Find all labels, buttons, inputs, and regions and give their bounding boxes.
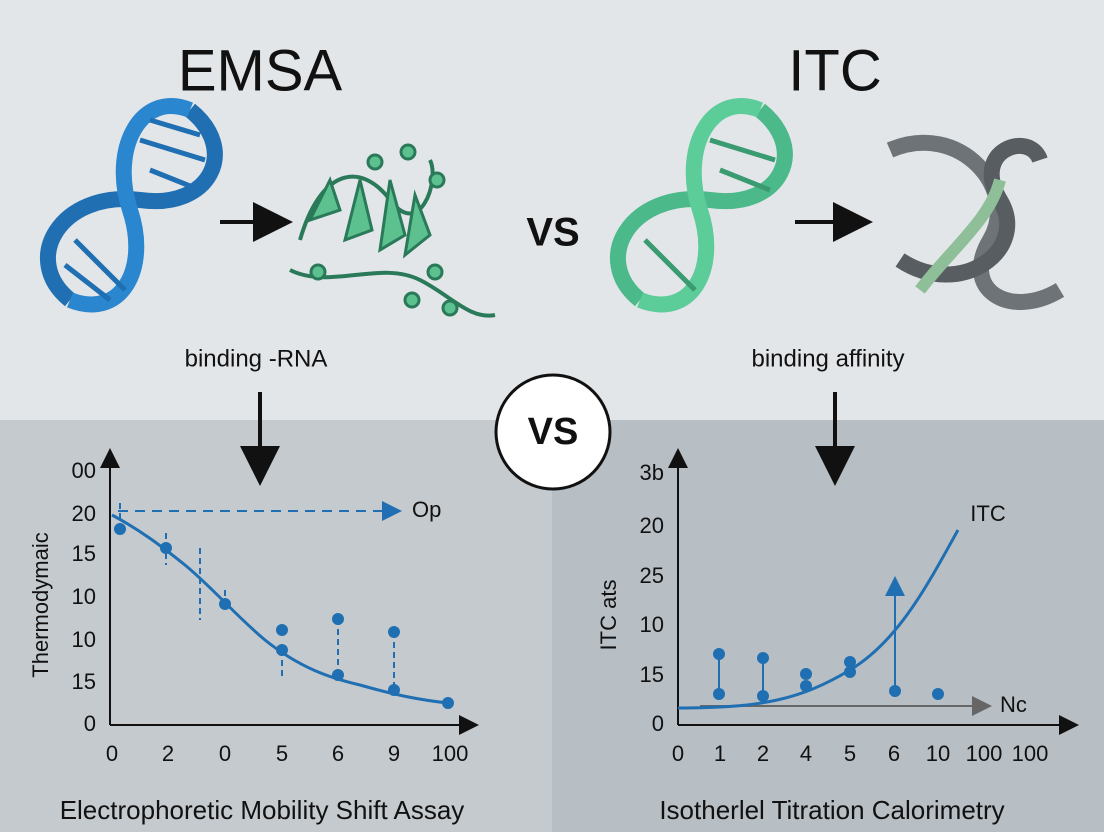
y-tick-label: 10 <box>72 584 96 609</box>
x-tick-label: 4 <box>800 741 812 766</box>
y-tick-label: 00 <box>72 458 96 483</box>
dna-icon <box>609 98 793 313</box>
vs-circle <box>494 373 612 491</box>
title: EMSA <box>178 38 343 103</box>
x-tick-label: 6 <box>888 741 900 766</box>
vs-label: VS <box>528 411 579 453</box>
right-panel <box>552 420 1104 832</box>
annotation: Op <box>412 497 441 522</box>
x-tick-label: 10 <box>926 741 950 766</box>
complex-icon <box>886 134 1065 310</box>
y-tick-label: 15 <box>640 662 664 687</box>
caption: Electrophoretic Mobility Shift Assay <box>60 795 465 825</box>
y-axis-label: ITC ats <box>596 580 621 651</box>
x-tick-label: 0 <box>106 741 118 766</box>
y-tick-label: 10 <box>640 612 664 637</box>
label: binding -RNA <box>185 345 328 372</box>
title: ITC <box>788 38 881 103</box>
y-tick-label: 3b <box>640 460 664 485</box>
y-tick-label: 25 <box>640 563 664 588</box>
y-axis-label: Thermodymaic <box>28 532 53 677</box>
x-tick-label: 2 <box>162 741 174 766</box>
x-tick-label: 2 <box>757 741 769 766</box>
y-tick-label: 10 <box>72 627 96 652</box>
x-tick-label: 1 <box>714 741 726 766</box>
protein-icon <box>289 143 496 318</box>
curve-label: ITC <box>970 501 1006 526</box>
points <box>713 576 944 702</box>
y-tick-label: 20 <box>640 513 664 538</box>
x-tick-label: 0 <box>219 741 231 766</box>
x-tick-label: 6 <box>332 741 344 766</box>
x-tick-label: 100 <box>1012 741 1049 766</box>
label: binding affinity <box>752 345 905 372</box>
top-panel <box>0 0 1104 420</box>
y-tick-label: 15 <box>72 541 96 566</box>
dna-icon <box>39 98 223 313</box>
x-tick-label: 100 <box>966 741 1003 766</box>
points <box>114 503 454 709</box>
left-panel <box>0 420 552 832</box>
vs-label: VS <box>526 211 579 255</box>
y-tick-label: 20 <box>72 501 96 526</box>
x-tick-label: 9 <box>388 741 400 766</box>
x-tick-label: 100 <box>432 741 469 766</box>
y-tick-label: 0 <box>652 711 664 736</box>
y-tick-label: 15 <box>72 669 96 694</box>
annotation: Nc <box>1000 692 1027 717</box>
x-tick-label: 5 <box>844 741 856 766</box>
y-tick-label: 0 <box>84 711 96 736</box>
x-tick-label: 0 <box>672 741 684 766</box>
x-tick-label: 5 <box>276 741 288 766</box>
caption: Isotherlel Titration Calorimetry <box>659 795 1004 825</box>
